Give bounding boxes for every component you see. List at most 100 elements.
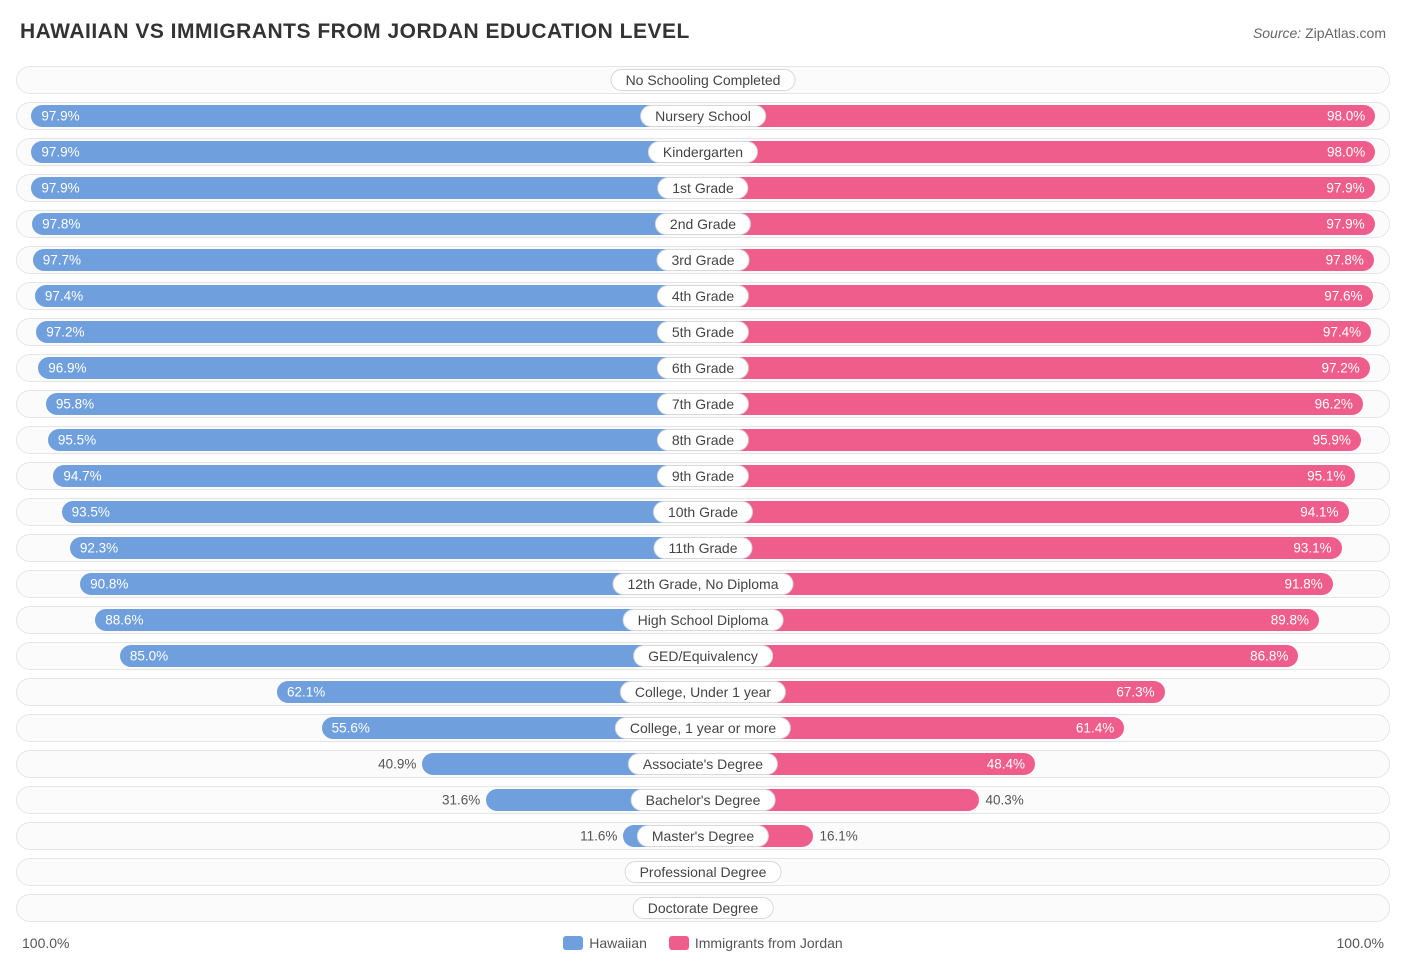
bar-left: 92.3% bbox=[70, 537, 703, 559]
chart-row: 97.9% 98.0% Nursery School bbox=[16, 102, 1390, 130]
category-label: 3rd Grade bbox=[656, 249, 749, 271]
pct-right: 48.4% bbox=[987, 757, 1025, 772]
pct-right: 91.8% bbox=[1284, 577, 1322, 592]
bar-left: 85.0% bbox=[120, 645, 703, 667]
chart-row: 40.9% 48.4% Associate's Degree bbox=[16, 750, 1390, 778]
category-label: Nursery School bbox=[640, 105, 766, 127]
category-label: 1st Grade bbox=[657, 177, 748, 199]
bar-left: 94.7% bbox=[53, 465, 703, 487]
chart-row: 1.5%2.0%Doctorate Degree bbox=[16, 894, 1390, 922]
category-label: GED/Equivalency bbox=[633, 645, 773, 667]
bar-right: 97.4% bbox=[703, 321, 1371, 343]
chart-row: 96.9%97.2%6th Grade bbox=[16, 354, 1390, 382]
pct-left: 97.2% bbox=[46, 325, 84, 340]
chart-row: 95.5% 95.9% 8th Grade bbox=[16, 426, 1390, 454]
chart-row: 55.6%61.4%College, 1 year or more bbox=[16, 714, 1390, 742]
chart-row: 97.9% 97.9% 1st Grade bbox=[16, 174, 1390, 202]
pct-right: 16.1% bbox=[819, 829, 857, 844]
category-label: Professional Degree bbox=[625, 861, 782, 883]
chart-row: 93.5%94.1%10th Grade bbox=[16, 498, 1390, 526]
chart-row: 97.4% 97.6% 4th Grade bbox=[16, 282, 1390, 310]
pct-right: 89.8% bbox=[1271, 613, 1309, 628]
chart-row: 90.8%91.8%12th Grade, No Diploma bbox=[16, 570, 1390, 598]
bar-right: 97.9% bbox=[703, 213, 1375, 235]
category-label: 4th Grade bbox=[657, 285, 749, 307]
bar-right: 98.0% bbox=[703, 141, 1375, 163]
pct-left: 40.9% bbox=[378, 757, 416, 772]
bar-right: 98.0% bbox=[703, 105, 1375, 127]
chart-row: 62.1%67.3%College, Under 1 year bbox=[16, 678, 1390, 706]
bar-right: 86.8% bbox=[703, 645, 1298, 667]
category-label: Kindergarten bbox=[648, 141, 758, 163]
chart-row: 97.2%97.4%5th Grade bbox=[16, 318, 1390, 346]
pct-right: 40.3% bbox=[985, 793, 1023, 808]
pct-right: 67.3% bbox=[1116, 685, 1154, 700]
pct-right: 97.2% bbox=[1322, 361, 1360, 376]
chart-title: HAWAIIAN VS IMMIGRANTS FROM JORDAN EDUCA… bbox=[20, 20, 690, 44]
chart-row: 2.2%2.0%No Schooling Completed bbox=[16, 66, 1390, 94]
bar-right: 95.9% bbox=[703, 429, 1361, 451]
pct-left: 97.7% bbox=[43, 253, 81, 268]
category-label: College, Under 1 year bbox=[620, 681, 786, 703]
category-label: Doctorate Degree bbox=[633, 897, 774, 919]
pct-left: 85.0% bbox=[130, 649, 168, 664]
source-label: Source: bbox=[1253, 25, 1301, 41]
chart-row: 95.8% 96.2% 7th Grade bbox=[16, 390, 1390, 418]
category-label: Associate's Degree bbox=[628, 753, 778, 775]
bar-left: 97.9% bbox=[31, 177, 703, 199]
pct-right: 98.0% bbox=[1327, 109, 1365, 124]
bar-left: 97.8% bbox=[32, 213, 703, 235]
chart-row: 11.6%16.1%Master's Degree bbox=[16, 822, 1390, 850]
pct-right: 95.1% bbox=[1307, 469, 1345, 484]
bar-right: 91.8% bbox=[703, 573, 1333, 595]
category-label: 8th Grade bbox=[657, 429, 749, 451]
diverging-bar-chart: 2.2%2.0%No Schooling Completed97.9%98.0%… bbox=[16, 66, 1390, 922]
chart-row: 97.7% 97.8%3rd Grade bbox=[16, 246, 1390, 274]
category-label: No Schooling Completed bbox=[611, 69, 796, 91]
legend-swatch-right bbox=[669, 936, 689, 950]
chart-source: Source: ZipAtlas.com bbox=[1253, 25, 1386, 41]
pct-left: 92.3% bbox=[80, 541, 118, 556]
category-label: High School Diploma bbox=[623, 609, 784, 631]
bar-left: 96.9% bbox=[38, 357, 703, 379]
pct-left: 93.5% bbox=[72, 505, 110, 520]
category-label: 7th Grade bbox=[657, 393, 749, 415]
source-name: ZipAtlas.com bbox=[1305, 25, 1386, 41]
bar-left: 97.4% bbox=[35, 285, 703, 307]
bar-right: 94.1% bbox=[703, 501, 1349, 523]
chart-row: 85.0% 86.8% GED/Equivalency bbox=[16, 642, 1390, 670]
pct-left: 95.5% bbox=[58, 433, 96, 448]
chart-row: 92.3%93.1%11th Grade bbox=[16, 534, 1390, 562]
category-label: 2nd Grade bbox=[655, 213, 751, 235]
pct-left: 88.6% bbox=[105, 613, 143, 628]
pct-left: 97.8% bbox=[42, 217, 80, 232]
bar-left: 93.5% bbox=[62, 501, 703, 523]
pct-right: 97.9% bbox=[1326, 181, 1364, 196]
category-label: Master's Degree bbox=[637, 825, 769, 847]
category-label: Bachelor's Degree bbox=[631, 789, 776, 811]
pct-right: 61.4% bbox=[1076, 721, 1114, 736]
category-label: 11th Grade bbox=[653, 537, 752, 559]
bar-right: 97.8% bbox=[703, 249, 1374, 271]
pct-left: 97.9% bbox=[41, 181, 79, 196]
bar-right: 97.6% bbox=[703, 285, 1373, 307]
pct-right: 95.9% bbox=[1313, 433, 1351, 448]
pct-left: 97.9% bbox=[41, 109, 79, 124]
pct-right: 97.6% bbox=[1324, 289, 1362, 304]
chart-row: 88.6% 89.8% High School Diploma bbox=[16, 606, 1390, 634]
pct-right: 97.4% bbox=[1323, 325, 1361, 340]
bar-right: 89.8% bbox=[703, 609, 1319, 631]
axis-max-right: 100.0% bbox=[1337, 935, 1384, 951]
pct-right: 86.8% bbox=[1250, 649, 1288, 664]
bar-left: 88.6% bbox=[95, 609, 703, 631]
bar-left: 90.8% bbox=[80, 573, 703, 595]
pct-left: 97.4% bbox=[45, 289, 83, 304]
chart-row: 3.4%4.7%Professional Degree bbox=[16, 858, 1390, 886]
pct-left: 95.8% bbox=[56, 397, 94, 412]
pct-right: 96.2% bbox=[1315, 397, 1353, 412]
pct-right: 94.1% bbox=[1300, 505, 1338, 520]
bar-left: 97.9% bbox=[31, 141, 703, 163]
chart-row: 97.9%98.0%Kindergarten bbox=[16, 138, 1390, 166]
chart-row: 31.6%40.3%Bachelor's Degree bbox=[16, 786, 1390, 814]
category-label: 9th Grade bbox=[657, 465, 749, 487]
